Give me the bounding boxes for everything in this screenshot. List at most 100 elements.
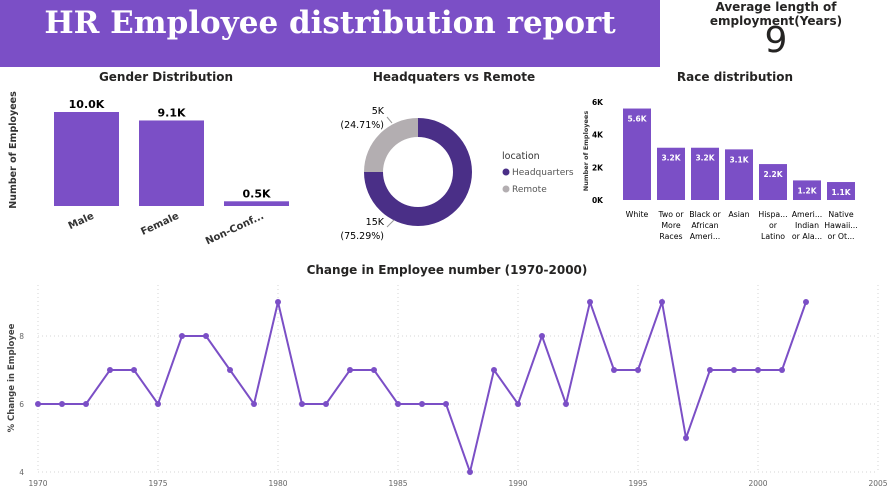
data-point xyxy=(227,367,233,373)
race-chart-title: Race distribution xyxy=(676,70,794,84)
race-category-label: Native xyxy=(828,210,853,219)
gender-bar xyxy=(54,112,119,206)
data-point xyxy=(491,367,497,373)
data-point xyxy=(395,401,401,407)
race-category-label: Ameri... xyxy=(690,232,721,241)
data-point xyxy=(371,367,377,373)
data-point xyxy=(539,333,545,339)
kpi-value: 9 xyxy=(764,20,788,61)
race-bar xyxy=(827,182,855,200)
location-chart-title: Headquaters vs Remote xyxy=(372,70,536,84)
race-bar xyxy=(793,180,821,200)
x-tick-label: 1970 xyxy=(28,479,47,488)
gender-bar xyxy=(224,201,289,206)
donut-slice-headquarters xyxy=(364,118,472,226)
race-category-label: More xyxy=(661,221,681,230)
headquarters-leader-line xyxy=(386,219,395,228)
data-point xyxy=(755,367,761,373)
race-category-label: Hispa... xyxy=(758,210,787,219)
data-point xyxy=(707,367,713,373)
race-category-label: Two or xyxy=(657,210,684,219)
gender-data-label: 9.1K xyxy=(157,106,185,119)
race-category-label: Asian xyxy=(728,210,749,219)
data-point xyxy=(83,401,89,407)
race-y-tick: 4K xyxy=(592,131,604,140)
kpi-label: Average length of employment(Years) xyxy=(709,0,843,28)
data-point xyxy=(299,401,305,407)
headquarters-percent-label: (75.29%) xyxy=(340,231,384,242)
race-y-tick: 6K xyxy=(592,98,604,107)
data-point xyxy=(803,299,809,305)
gender-category-label: Female xyxy=(139,211,181,238)
data-point xyxy=(155,401,161,407)
data-point xyxy=(107,367,113,373)
gender-y-axis-label: Number of Employees xyxy=(8,91,19,209)
gender-data-label: 10.0K xyxy=(69,98,105,111)
race-y-tick: 0K xyxy=(592,196,604,205)
data-point xyxy=(587,299,593,305)
race-data-label: 3.2K xyxy=(661,154,681,163)
series-line xyxy=(38,298,807,476)
data-point xyxy=(611,367,617,373)
legend-label-headquarters: Headquarters xyxy=(512,168,574,178)
race-data-label: 2.2K xyxy=(763,170,783,179)
donut-slice-remote xyxy=(364,118,418,172)
legend-marker-remote xyxy=(502,185,510,193)
location-legend-title: location xyxy=(502,151,540,162)
legend-label-remote: Remote xyxy=(512,185,547,195)
report-title: HR Employee distribution report xyxy=(44,5,616,41)
race-data-label: 1.2K xyxy=(797,186,817,195)
race-data-label: 3.1K xyxy=(729,155,749,164)
race-category-label: or xyxy=(769,221,778,230)
gender-distribution-chart: Number of Employees 10.0K Male 9.1K Female 0.… xyxy=(8,91,289,248)
data-point xyxy=(251,401,257,407)
race-category-label: White xyxy=(626,210,649,219)
race-y-axis-label: Number of Employees xyxy=(582,111,590,192)
race-bar xyxy=(623,108,651,200)
data-point xyxy=(35,401,41,407)
race-category-label: or Ala... xyxy=(792,232,822,241)
data-point xyxy=(275,299,281,305)
gender-chart-title: Gender Distribution xyxy=(98,70,234,84)
data-point xyxy=(731,367,737,373)
gender-data-label: 0.5K xyxy=(242,187,270,200)
race-category-label: Black or xyxy=(689,210,721,219)
gender-category-label: Non-Conf... xyxy=(204,211,266,248)
y-tick-label: 6 xyxy=(19,400,24,409)
data-point xyxy=(347,367,353,373)
race-bar xyxy=(725,149,753,200)
race-category-label: African xyxy=(691,221,718,230)
race-data-label: 1.1K xyxy=(831,188,851,197)
race-data-label: 5.6K xyxy=(627,115,647,124)
data-point xyxy=(563,401,569,407)
data-point xyxy=(683,435,689,441)
remote-percent-label: (24.71%) xyxy=(340,120,384,131)
race-y-tick: 2K xyxy=(592,163,604,172)
race-category-label: Hawaii... xyxy=(824,221,858,230)
x-tick-label: 1980 xyxy=(268,479,287,488)
data-point xyxy=(443,401,449,407)
race-category-label: Ameri... xyxy=(792,210,823,219)
headquarters-value-label: 15K xyxy=(366,217,385,228)
legend-marker-headquarters xyxy=(502,168,510,176)
race-bar xyxy=(759,164,787,200)
data-point xyxy=(635,367,641,373)
data-point xyxy=(659,299,665,305)
data-point xyxy=(467,469,473,475)
change-y-axis-label: % Change in Employee xyxy=(7,323,17,432)
y-tick-label: 8 xyxy=(19,332,24,341)
employee-change-line-chart: 1970 1975 1980 1985 1990 1995 2000 2005 4 6 8% Cha… xyxy=(7,285,888,488)
x-tick-label: 1995 xyxy=(628,479,647,488)
data-point xyxy=(323,401,329,407)
data-point xyxy=(779,367,785,373)
y-tick-label: 4 xyxy=(19,468,24,477)
location-donut-chart: 5K (24.71%) 15K (75.29%) location Headquarter… xyxy=(340,106,574,242)
x-tick-label: 1990 xyxy=(508,479,527,488)
remote-leader-line xyxy=(386,116,393,124)
data-point xyxy=(59,401,65,407)
x-tick-label: 2005 xyxy=(868,479,887,488)
race-category-label: Indian xyxy=(795,221,819,230)
gender-category-label: Male xyxy=(67,211,96,232)
race-bar xyxy=(691,147,719,200)
data-point xyxy=(179,333,185,339)
